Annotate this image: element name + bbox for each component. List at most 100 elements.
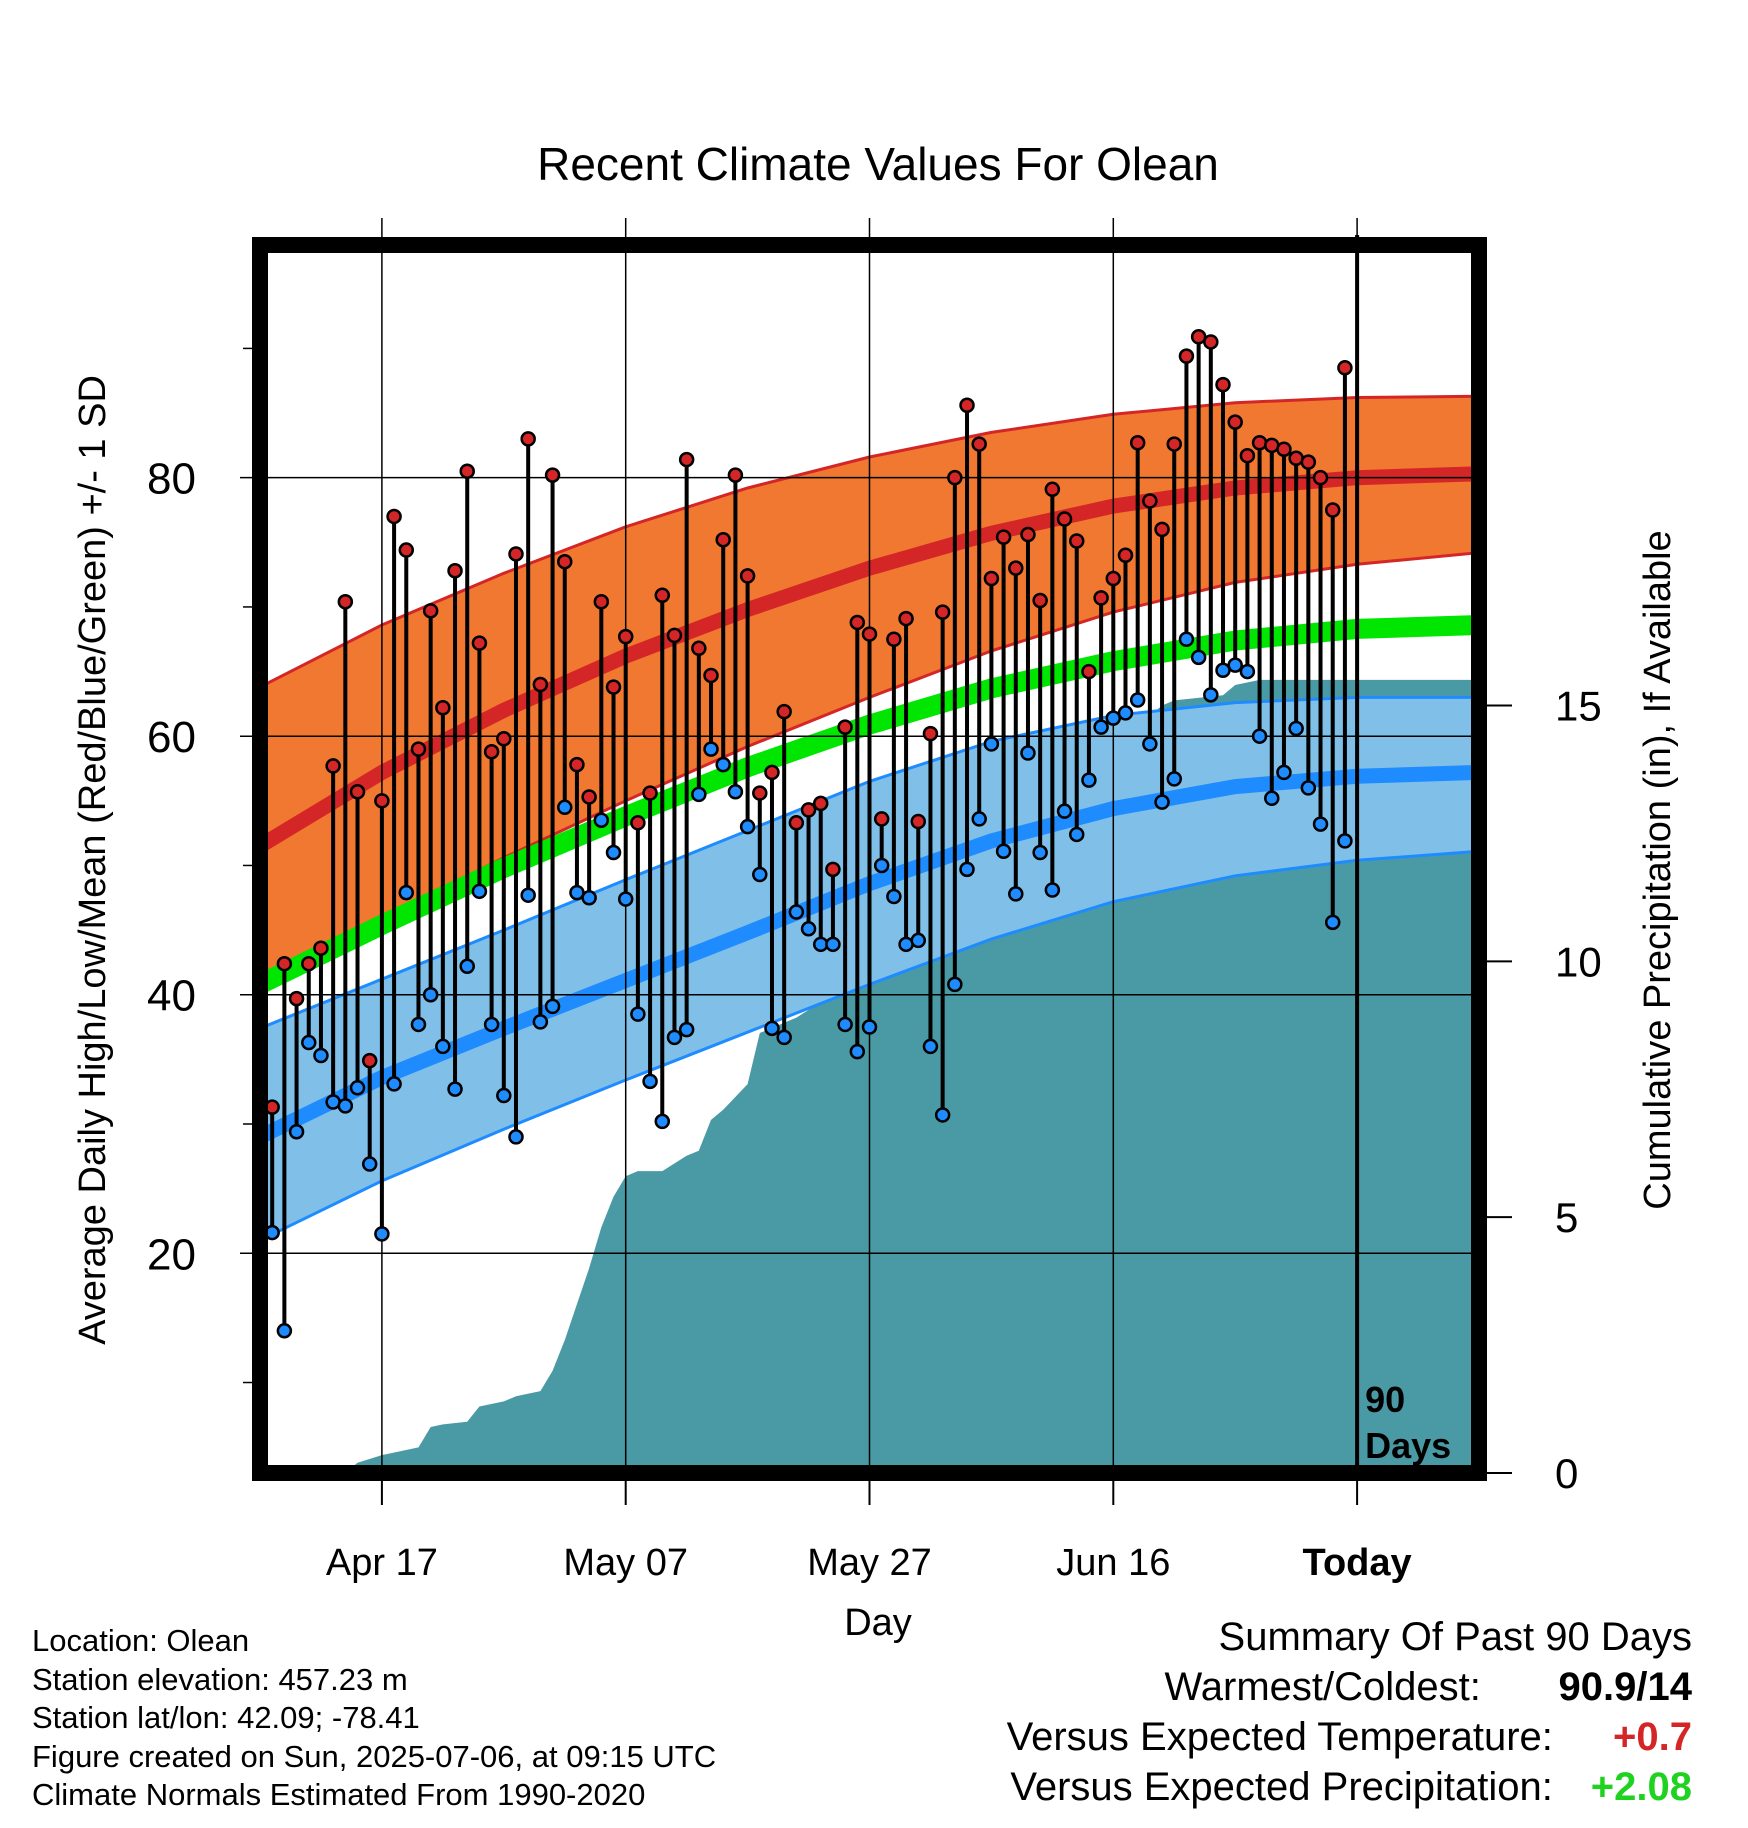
high-point <box>1129 435 1146 451</box>
high-point <box>812 795 829 812</box>
high-point <box>837 719 853 735</box>
temp-label: Versus Expected Temperature: <box>1006 1715 1553 1759</box>
high-point <box>520 431 536 447</box>
high-point <box>1239 447 1256 464</box>
low-point <box>1008 886 1024 902</box>
high-point <box>752 785 768 801</box>
low-point <box>800 921 817 937</box>
precip-value: +2.08 <box>1590 1765 1692 1809</box>
low-point <box>386 1076 402 1092</box>
low-point <box>764 1020 780 1037</box>
high-point <box>361 1052 378 1069</box>
high-point <box>557 553 573 570</box>
high-point <box>788 815 805 831</box>
low-point <box>288 1123 305 1140</box>
low-point <box>666 1029 683 1046</box>
warmest-coldest-value: 90.9/14 <box>1558 1665 1692 1709</box>
high-point <box>995 529 1012 545</box>
low-point <box>861 1019 878 1035</box>
high-point <box>922 725 939 742</box>
low-point <box>1203 687 1219 703</box>
y-tick-label: 80 <box>147 455 196 504</box>
high-point <box>1276 441 1292 457</box>
high-point <box>947 469 963 486</box>
chart-title: Recent Climate Values For Olean <box>537 138 1219 190</box>
low-point <box>1093 719 1109 735</box>
low-point <box>727 784 744 800</box>
y2-tick-label: 10 <box>1555 938 1602 985</box>
high-point <box>691 640 707 657</box>
low-point <box>508 1129 524 1145</box>
low-point <box>544 998 561 1015</box>
high-point <box>374 793 390 809</box>
low-point <box>496 1087 512 1104</box>
low-point <box>1337 833 1353 849</box>
high-point <box>1068 533 1085 549</box>
low-point <box>654 1113 671 1130</box>
low-point <box>459 958 475 975</box>
latlon-text: Station lat/lon: 42.09; -78.41 <box>32 1700 420 1735</box>
low-point <box>1300 780 1317 796</box>
low-point <box>313 1047 329 1064</box>
high-point <box>654 587 671 604</box>
x-axis-label: Day <box>844 1602 912 1644</box>
y-tick-label: 60 <box>147 713 196 762</box>
high-point <box>349 784 366 800</box>
low-point <box>361 1156 378 1172</box>
summary-warmest-coldest: Warmest/Coldest: 90.9/14 <box>1007 1662 1693 1712</box>
low-point <box>617 891 634 907</box>
y-tick-label: 40 <box>147 972 196 1021</box>
high-point <box>1178 348 1195 364</box>
high-point <box>873 811 890 827</box>
low-point <box>1056 803 1073 819</box>
high-point <box>727 467 744 483</box>
low-point <box>825 936 841 953</box>
high-point <box>593 594 610 610</box>
low-point <box>605 844 622 861</box>
low-point <box>422 986 439 1003</box>
low-point <box>1264 790 1280 806</box>
low-point <box>532 1014 549 1030</box>
x-tick-label: Today <box>1303 1542 1412 1584</box>
high-point <box>764 764 780 781</box>
low-point <box>1239 663 1256 680</box>
high-point <box>1337 360 1353 376</box>
low-point <box>1178 631 1195 648</box>
precip-label: Versus Expected Precipitation: <box>1010 1765 1553 1809</box>
low-point <box>276 1323 293 1339</box>
low-point <box>1081 772 1097 788</box>
summary-precip: Versus Expected Precipitation: +2.08 <box>1007 1762 1692 1812</box>
high-point <box>1251 435 1268 451</box>
normals-text: Climate Normals Estimated From 1990-2020 <box>32 1777 646 1812</box>
low-point <box>1044 882 1061 898</box>
x-tick-label: Jun 16 <box>1056 1542 1170 1584</box>
high-point <box>496 731 512 747</box>
low-point <box>581 890 597 906</box>
plot-area: 90 Days 20 40 60 80 0 5 10 15 Apr 17 May 07 May 27 Ju… <box>147 218 1602 1584</box>
high-point <box>983 570 1000 587</box>
station-info: Location: Olean Station elevation: 457.2… <box>32 1622 716 1815</box>
summary-panel: Summary Of Past 90 Days Warmest/Coldest:… <box>1007 1612 1692 1812</box>
high-point <box>1312 469 1329 486</box>
y2-axis-label: Cumulative Precipitation (in), If Availa… <box>1637 530 1679 1209</box>
high-point <box>1166 436 1182 452</box>
high-point <box>666 627 683 644</box>
high-point <box>1020 526 1036 543</box>
today-days-word: Days <box>1365 1425 1451 1466</box>
low-point <box>593 812 610 828</box>
high-point <box>1227 414 1243 430</box>
low-point <box>886 888 902 905</box>
low-point <box>1251 728 1268 744</box>
low-point <box>1129 692 1146 708</box>
low-point <box>1227 657 1243 673</box>
x-tick-label: May 27 <box>807 1542 932 1584</box>
high-point <box>398 542 415 558</box>
high-point <box>800 802 817 818</box>
high-point <box>483 743 500 760</box>
today-days-number: 90 <box>1365 1379 1405 1420</box>
high-point <box>1032 592 1048 609</box>
high-point <box>1117 547 1134 563</box>
high-point <box>971 436 987 452</box>
x-tick-label: Apr 17 <box>326 1542 438 1584</box>
